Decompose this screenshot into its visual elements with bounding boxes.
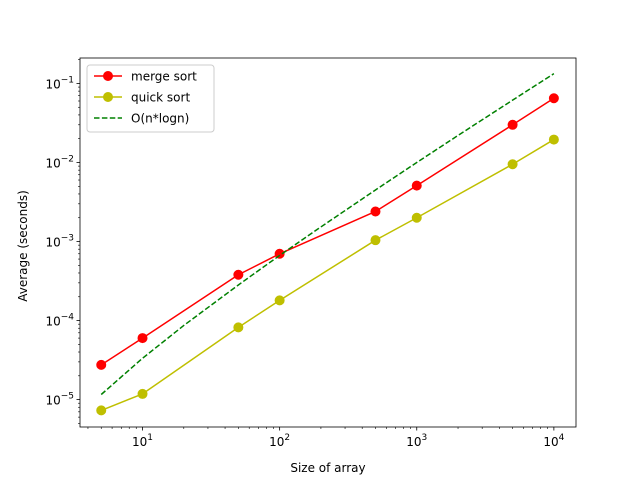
data-point: [411, 212, 422, 223]
data-point: [96, 405, 107, 416]
y-tick-label: 10−1: [45, 75, 74, 91]
x-tick-label: 103: [406, 433, 427, 449]
y-tick-label: 10−4: [45, 313, 74, 329]
y-tick-label: 10−3: [45, 234, 74, 250]
legend-label-0: merge sort: [131, 70, 197, 84]
legend-marker-0: [103, 71, 113, 81]
data-point: [137, 333, 148, 344]
x-tick-label: 104: [543, 433, 564, 449]
axes-frame: [79, 57, 577, 428]
legend-label-1: quick sort: [131, 91, 190, 105]
y-tick-label: 10−2: [45, 154, 74, 170]
legend: merge sort quick sort O(n*logn): [86, 64, 215, 133]
data-point: [233, 322, 244, 333]
y-tick-label: 10−5: [45, 392, 74, 408]
data-point: [411, 180, 422, 191]
data-point: [548, 93, 559, 104]
data-point: [507, 119, 518, 130]
series-line-1: [100, 138, 555, 412]
legend-marker-1: [103, 92, 113, 102]
x-tick-label: 102: [269, 433, 290, 449]
series-line-0: [100, 97, 555, 366]
legend-label-2: O(n*logn): [131, 112, 189, 126]
y-axis-label: Average (seconds): [16, 190, 30, 302]
data-point: [370, 235, 381, 246]
data-point: [274, 295, 285, 306]
data-point: [507, 159, 518, 170]
data-point: [233, 269, 244, 280]
data-point: [274, 248, 285, 259]
legend-box: [86, 64, 215, 133]
data-point: [96, 359, 107, 370]
series-line-2: [100, 73, 555, 396]
x-tick-label: 101: [132, 433, 153, 449]
x-axis-label: Size of array: [290, 461, 365, 475]
plot-area: 101 102 103 104 10−5 10−4 10−3 10−2 10−1: [45, 57, 577, 449]
data-point: [548, 134, 559, 145]
data-point: [370, 206, 381, 217]
data-point: [137, 388, 148, 399]
